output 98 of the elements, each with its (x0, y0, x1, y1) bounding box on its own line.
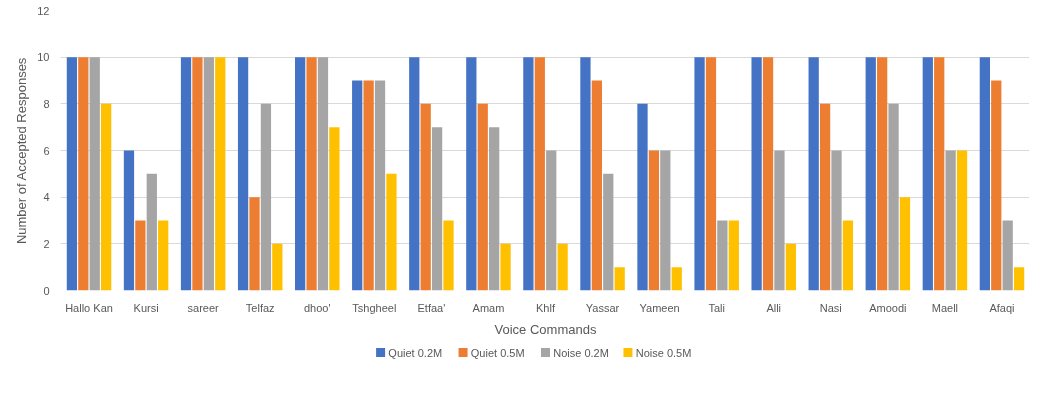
x-tick-label: Khlf (536, 301, 556, 314)
bar (477, 103, 488, 291)
bar (180, 57, 192, 291)
x-tick-label: Afaqi (989, 301, 1015, 314)
bar (260, 103, 272, 291)
legend-label: Quiet 0.5M (470, 346, 525, 359)
bar (557, 243, 568, 291)
legend-label: Noise 0.5M (635, 346, 692, 359)
x-tick-label: Yameen (639, 301, 680, 314)
bar (272, 243, 283, 291)
bar (945, 150, 956, 291)
y-tick-label: 12 (37, 4, 50, 17)
bar (66, 57, 78, 291)
x-tick-label: sareer (187, 301, 220, 314)
bar (819, 103, 831, 291)
bar (374, 80, 386, 291)
x-tick-label: dhoo' (303, 301, 331, 314)
bar (694, 57, 705, 291)
legend-label: Quiet 0.2M (388, 346, 443, 359)
bar (89, 57, 100, 291)
bar (158, 220, 169, 291)
bar (1013, 267, 1025, 291)
y-tick-label: 10 (37, 51, 50, 64)
bar (762, 57, 774, 291)
x-tick-label: Amoodi (869, 301, 907, 314)
x-tick-label: Amam (472, 301, 505, 314)
bar (249, 197, 260, 291)
bar (671, 267, 682, 291)
bar (489, 127, 500, 291)
bar (431, 127, 443, 291)
bar (660, 150, 671, 291)
bar (237, 57, 249, 291)
bar (306, 57, 317, 291)
bar (523, 57, 534, 291)
bar (717, 220, 728, 291)
bar (580, 57, 591, 291)
bar (956, 150, 968, 291)
bar (123, 150, 135, 291)
bar (979, 57, 990, 291)
x-tick-label: Yassar (585, 301, 620, 314)
bar (546, 150, 557, 291)
bar (466, 57, 477, 291)
bar (363, 80, 374, 291)
bar (751, 57, 762, 291)
y-tick-label: 6 (43, 144, 50, 157)
bar (135, 220, 146, 291)
bar (603, 173, 614, 291)
bar (420, 103, 431, 291)
bar (317, 57, 329, 291)
legend-label: Noise 0.2M (553, 346, 609, 359)
bar (329, 127, 340, 291)
bar (295, 57, 306, 291)
bar (192, 57, 203, 291)
bar (352, 80, 363, 291)
x-tick-label: Alli (766, 301, 782, 314)
bar (637, 103, 648, 291)
bar (865, 57, 876, 291)
bar (386, 173, 397, 291)
x-axis-title: Voice Commands (494, 321, 597, 337)
y-tick-label: 4 (43, 191, 50, 204)
bar (899, 197, 911, 291)
bar (785, 243, 796, 291)
x-tick-label: Hallo Kan (65, 301, 113, 314)
y-tick-label: 0 (43, 284, 50, 297)
bar (614, 267, 625, 291)
bar (500, 243, 511, 291)
x-tick-label: Kursi (133, 301, 159, 314)
bar (1002, 220, 1013, 291)
y-axis-title: Number of Accepted Responses (14, 57, 30, 245)
y-tick-label: 2 (43, 237, 50, 250)
bar (842, 220, 854, 291)
bar (705, 57, 717, 291)
bar (877, 57, 888, 291)
bar (648, 150, 660, 291)
bar (215, 57, 226, 291)
bar (146, 173, 157, 291)
y-tick-label: 8 (43, 97, 50, 110)
bar (78, 57, 89, 291)
x-tick-label: Etfaa' (417, 301, 446, 314)
bar (831, 150, 842, 291)
bar (888, 103, 899, 291)
bar (922, 57, 933, 291)
bar (409, 57, 420, 291)
x-tick-label: Telfaz (245, 301, 275, 314)
bar (203, 57, 214, 291)
bar (534, 57, 545, 291)
x-tick-label: Tshgheel (352, 301, 397, 314)
bar (443, 220, 454, 291)
bar (101, 103, 112, 291)
x-tick-label: Nasi (819, 301, 842, 314)
x-tick-label: Maell (931, 301, 959, 314)
x-tick-label: Tali (708, 301, 725, 314)
bar (774, 150, 785, 291)
bar (728, 220, 739, 291)
bar (934, 57, 945, 291)
bar (991, 80, 1002, 291)
bar (808, 57, 819, 291)
bar (591, 80, 602, 291)
